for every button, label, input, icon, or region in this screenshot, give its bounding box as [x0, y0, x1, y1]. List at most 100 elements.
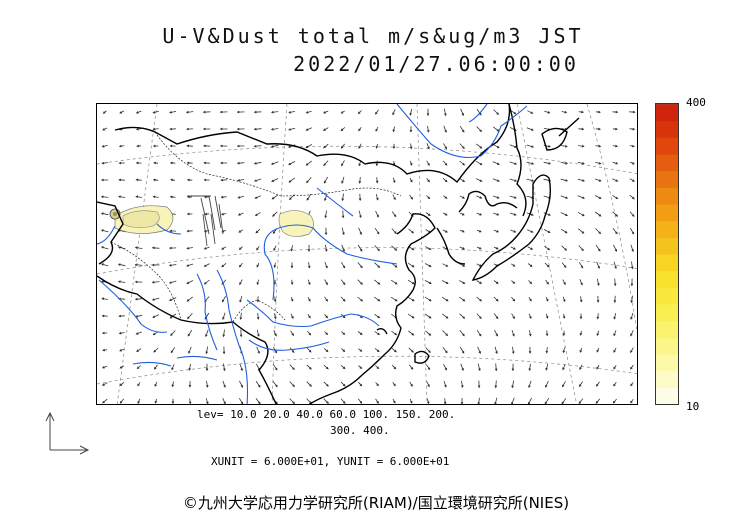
wind-vector — [511, 397, 515, 404]
wind-vector — [154, 398, 158, 404]
wind-vector — [629, 194, 635, 200]
wind-vector — [323, 398, 329, 404]
wind-vector — [594, 195, 602, 199]
wind-vector — [442, 212, 448, 216]
wind-vector — [545, 296, 549, 302]
wind-vector — [358, 143, 362, 149]
wind-vector — [613, 261, 617, 270]
wind-vector — [545, 279, 549, 285]
wind-vector — [256, 279, 259, 286]
wind-vector — [375, 126, 379, 132]
wind-vector — [544, 110, 551, 114]
graticule — [97, 104, 637, 404]
wind-vector — [443, 125, 447, 133]
wind-vector — [544, 245, 551, 251]
wind-vector — [612, 127, 618, 131]
wind-vector — [392, 177, 396, 184]
wind-vector — [476, 108, 482, 116]
wind-vector — [492, 143, 500, 149]
wind-vector — [324, 279, 328, 286]
wind-vector — [323, 110, 329, 114]
wind-vector — [255, 380, 261, 388]
wind-vector — [443, 363, 447, 371]
wind-vector — [307, 330, 312, 336]
wind-vector — [290, 262, 294, 269]
wind-vector — [612, 161, 619, 165]
wind-vector — [169, 161, 176, 165]
wind-vector — [391, 211, 397, 218]
wind-vector — [341, 160, 345, 167]
wind-vector — [442, 229, 448, 233]
wind-vector — [306, 364, 312, 370]
wind-vector — [290, 279, 294, 286]
wind-vector — [273, 330, 277, 337]
wind-vector — [528, 313, 532, 320]
wind-vector — [595, 144, 602, 148]
colorbar-swatch — [656, 320, 678, 338]
wind-vector — [220, 212, 227, 216]
wind-vector — [409, 381, 413, 387]
wind-vector — [630, 295, 634, 304]
wind-vector — [612, 211, 618, 217]
colorbar-swatch — [656, 287, 678, 305]
wind-vector — [341, 210, 345, 219]
wind-vector — [426, 160, 430, 166]
wind-vector — [596, 313, 600, 320]
wind-vector — [236, 127, 245, 131]
colorbar-swatch — [656, 270, 678, 288]
wind-vector — [205, 346, 209, 355]
wind-vector — [493, 280, 499, 285]
wind-vector — [238, 397, 244, 404]
wind-vector — [595, 381, 600, 387]
wind-vector — [152, 110, 159, 114]
wind-vector — [409, 177, 413, 183]
wind-vector — [169, 127, 176, 131]
wind-vector — [476, 280, 483, 284]
wind-vector — [511, 363, 515, 372]
wind-vector — [545, 313, 549, 319]
wind-vector — [357, 262, 363, 269]
wind-vector — [441, 313, 449, 319]
wind-vector — [630, 278, 634, 287]
wind-vector — [375, 143, 379, 149]
wind-vector — [492, 161, 500, 165]
wind-vector — [476, 313, 482, 319]
colorbar-swatch — [656, 187, 678, 205]
wind-vector — [185, 110, 194, 114]
wind-vector — [358, 365, 363, 369]
colorbar-swatch — [656, 254, 678, 272]
wind-vector — [188, 363, 192, 371]
wind-vector — [543, 161, 552, 165]
wind-vector — [322, 127, 329, 131]
wind-vector — [101, 144, 108, 148]
wind-vector — [222, 380, 226, 388]
wind-vector — [154, 364, 158, 370]
wind-vector — [307, 244, 311, 252]
wind-vector — [341, 227, 345, 236]
wind-vector — [253, 178, 262, 182]
wind-vector — [136, 365, 141, 370]
wind-vector — [273, 296, 277, 303]
wind-vector — [493, 296, 499, 302]
wind-vector — [391, 245, 398, 251]
wind-vector — [408, 330, 415, 336]
wind-vector — [577, 195, 585, 199]
wind-vector — [306, 381, 312, 387]
wind-vector — [358, 193, 362, 202]
wind-vector — [630, 382, 634, 387]
wind-vector — [630, 398, 634, 404]
colorbar-swatch — [656, 354, 678, 372]
wind-vector — [239, 279, 243, 286]
wind-vector — [561, 262, 567, 269]
wind-vector — [527, 246, 534, 250]
wind-vector — [374, 245, 380, 252]
wind-vector — [324, 261, 328, 269]
wind-vector — [562, 364, 566, 371]
wind-vector — [135, 195, 142, 199]
wind-vector — [270, 161, 279, 165]
wind-vector — [374, 348, 380, 353]
wind-vector — [101, 263, 109, 267]
wind-vector — [374, 227, 380, 235]
colorbar-swatch — [656, 337, 678, 355]
wind-vector — [375, 210, 379, 218]
